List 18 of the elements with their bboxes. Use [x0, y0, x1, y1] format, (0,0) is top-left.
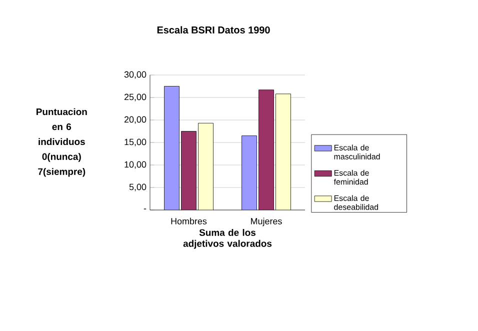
- bar: [242, 136, 257, 210]
- y-axis-title: Puntuacion en 6 individuos 0(nunca) 7(siempre): [36, 108, 87, 177]
- y-tick-label: 15,00: [124, 138, 146, 146]
- x-axis-title: Suma de los adjetivos valorados: [183, 228, 272, 249]
- bar: [258, 90, 274, 210]
- x-tick-label: Hombres: [171, 218, 207, 224]
- y-tick-label: 20,00: [124, 116, 146, 124]
- x-tick-label: Mujeres: [251, 218, 282, 226]
- bar: [276, 94, 291, 210]
- bar: [164, 86, 180, 210]
- bar: [181, 131, 196, 210]
- y-tick-label: 10,00: [124, 161, 146, 169]
- y-tick-label: 30,00: [124, 71, 146, 79]
- y-tick-label: 25,00: [124, 94, 146, 102]
- y-tick-label: -: [144, 208, 146, 210]
- chart-title: Escala BSRI Datos 1990: [157, 26, 270, 34]
- bar: [198, 123, 214, 210]
- y-tick-label: 5,00: [129, 184, 146, 192]
